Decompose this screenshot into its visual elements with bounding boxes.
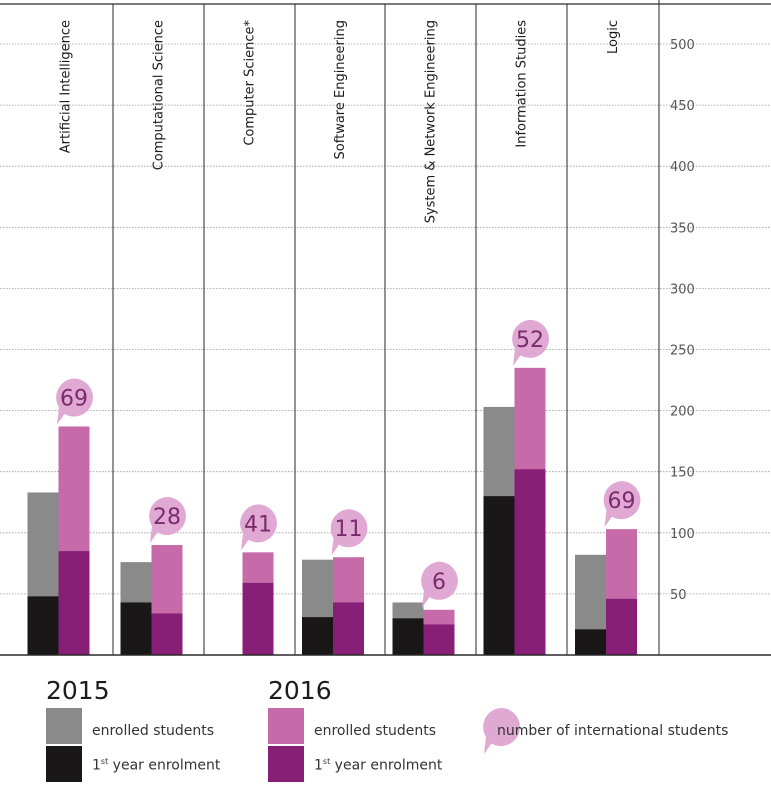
bar-first-year-2015 <box>575 629 606 655</box>
y-tick-label: 300 <box>670 282 695 297</box>
international-count: 6 <box>432 570 446 595</box>
y-tick-label: 500 <box>670 38 695 53</box>
legend-swatch-first-year-2015 <box>46 746 82 782</box>
category-label: Artificial Intelligence <box>59 20 74 153</box>
international-count: 52 <box>516 328 544 353</box>
international-count: 69 <box>608 489 636 514</box>
international-bubble <box>421 561 458 608</box>
bar-first-year-2016 <box>423 624 455 655</box>
category-label: Computational Science <box>152 20 167 170</box>
legend-year-2016: 2016 <box>268 676 332 705</box>
bar-first-year-2016 <box>58 551 90 655</box>
bar-first-year-2015 <box>120 602 152 655</box>
bar-first-year-2015 <box>302 617 333 655</box>
bar-first-year-2015 <box>483 496 515 655</box>
bar-chart: Artificial Intelligence Computational Sci… <box>0 0 771 656</box>
international-bubble <box>330 509 368 556</box>
legend-swatch-enrolled-2016 <box>268 708 304 744</box>
category-labels: Artificial Intelligence Computational Sci… <box>59 20 622 224</box>
grid-lines <box>0 3 771 655</box>
y-tick-label: 150 <box>670 466 695 481</box>
legend-label-enrolled-2016: enrolled students <box>314 723 437 739</box>
international-count: 69 <box>60 386 88 411</box>
legend-label-international: number of international students <box>497 723 729 739</box>
international-bubble <box>149 497 186 544</box>
bar-first-year-2016 <box>333 602 364 655</box>
y-tick-label: 50 <box>670 588 687 603</box>
category-label: Software Engineering <box>333 20 348 159</box>
international-count: 41 <box>244 512 272 537</box>
international-count: 28 <box>153 505 181 530</box>
bar-first-year-2015 <box>27 596 59 655</box>
y-tick-label: 350 <box>670 221 695 236</box>
legend-bubble-icon <box>483 708 520 754</box>
international-bubbles: 69 28 41 11 6 52 69 <box>56 319 641 608</box>
bar-first-year-2016 <box>242 582 274 655</box>
bar-first-year-2016 <box>514 469 546 655</box>
international-bubble <box>240 504 277 551</box>
legend-swatch-first-year-2016 <box>268 746 304 782</box>
legend-swatch-enrolled-2015 <box>46 708 82 744</box>
international-bubble <box>56 378 93 425</box>
legend-label-first-year-2016: 1st year enrolment <box>314 757 443 774</box>
y-tick-label: 250 <box>670 344 695 359</box>
legend-label-first-year-2015: 1st year enrolment <box>92 757 221 774</box>
international-bubble <box>512 319 549 366</box>
legend: 2015 2016 enrolled students 1st year enr… <box>0 660 771 786</box>
category-label: Logic <box>606 20 621 54</box>
bar-first-year-2015 <box>392 618 424 655</box>
bar-first-year-2016 <box>151 613 183 655</box>
international-bubble <box>603 481 641 528</box>
y-tick-label: 400 <box>670 160 695 175</box>
legend-year-2015: 2015 <box>46 676 110 705</box>
y-tick-label: 450 <box>670 99 695 114</box>
bar-first-year-2016 <box>606 598 637 655</box>
legend-label-enrolled-2015: enrolled students <box>92 723 215 739</box>
y-axis-ticks: 50 100 150 200 250 300 350 400 450 500 <box>670 38 695 603</box>
category-label: System & Network Engineering <box>424 20 439 223</box>
y-tick-label: 100 <box>670 527 695 542</box>
y-tick-label: 200 <box>670 405 695 420</box>
bars <box>27 367 637 655</box>
category-label: Computer Science* <box>243 20 258 146</box>
international-count: 11 <box>335 517 363 542</box>
category-label: Information Studies <box>515 20 530 148</box>
